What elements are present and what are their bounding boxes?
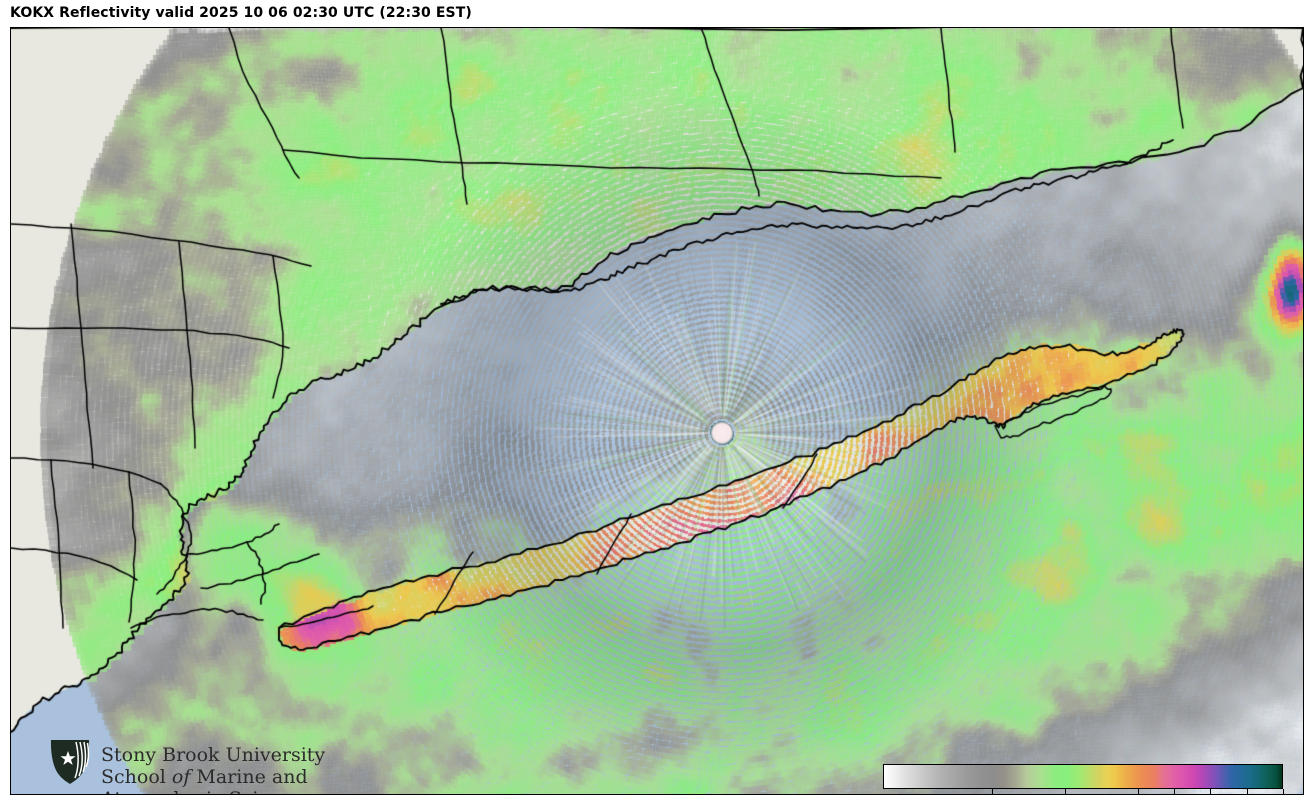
colorbar-tick (992, 789, 994, 794)
colorbar-tick (1064, 789, 1066, 794)
reflectivity-colorbar: 0204050607080 (883, 764, 1285, 794)
radar-map-frame[interactable]: 0204050607080 Stony Brook University Sch… (10, 27, 1304, 795)
colorbar-tick (1246, 789, 1248, 794)
title-bar: KOKX Reflectivity valid 2025 10 06 02:30… (10, 3, 1306, 25)
radar-reflectivity-map[interactable] (11, 28, 1303, 794)
colorbar-tick (1137, 789, 1139, 794)
colorbar-gradient (883, 764, 1283, 789)
page-title: KOKX Reflectivity valid 2025 10 06 02:30… (10, 5, 472, 21)
colorbar-tick (1173, 789, 1175, 794)
colorbar-tick (1283, 789, 1284, 794)
colorbar-tick (1210, 789, 1212, 794)
